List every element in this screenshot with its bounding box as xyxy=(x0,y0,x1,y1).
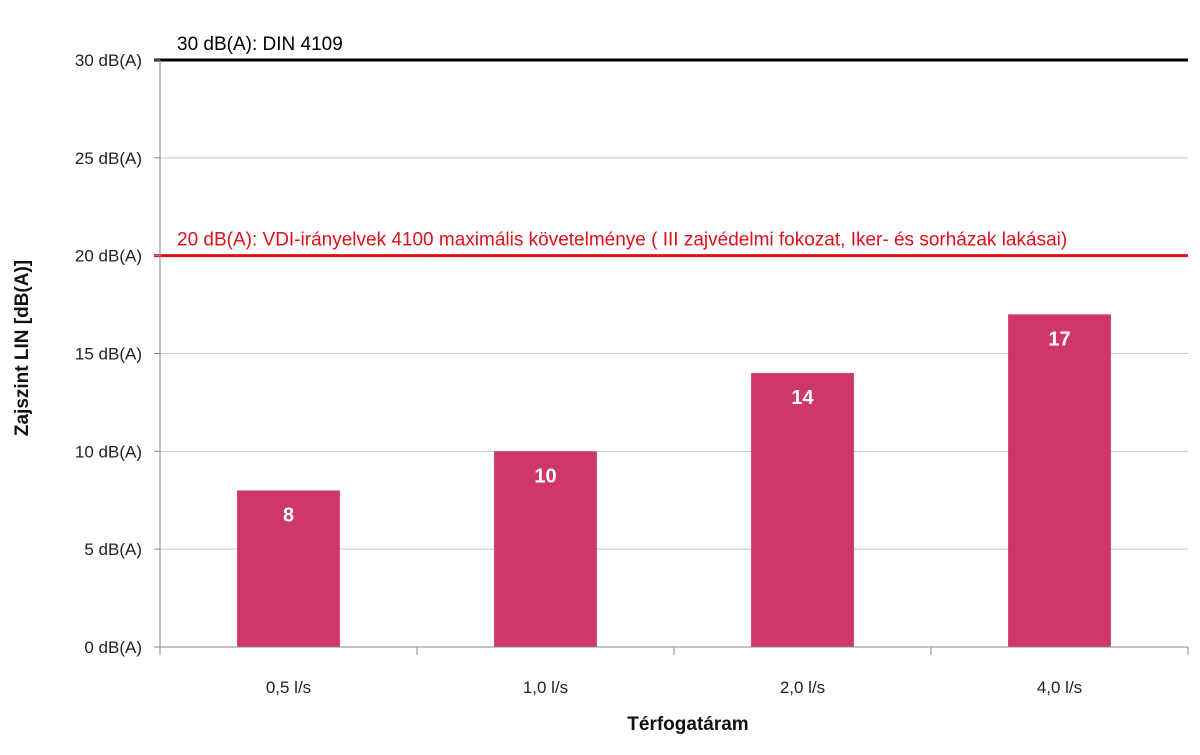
axes xyxy=(154,59,1189,655)
bar xyxy=(237,490,340,647)
bar-data-label: 17 xyxy=(1048,328,1070,350)
y-tick-labels: 0 dB(A) 5 dB(A) 10 dB(A) 15 dB(A) 20 dB(A) 25… xyxy=(75,51,142,657)
y-tick-label: 0 dB(A) xyxy=(84,638,142,657)
x-axis-title: Térfogatáram xyxy=(627,714,748,735)
x-tick-label: 2,0 l/s xyxy=(780,678,825,697)
y-tick-label: 15 dB(A) xyxy=(75,345,142,364)
y-tick-label: 25 dB(A) xyxy=(75,149,142,168)
y-tick-label: 20 dB(A) xyxy=(75,247,142,266)
bars: 8 10 14 17 xyxy=(237,314,1111,647)
bar xyxy=(751,373,854,647)
x-tick-labels: 0,5 l/s 1,0 l/s 2,0 l/s 4,0 l/s xyxy=(266,678,1082,697)
bar-data-label: 10 xyxy=(534,465,556,487)
bar xyxy=(494,451,597,647)
bar xyxy=(1008,314,1111,647)
y-tick-label: 5 dB(A) xyxy=(84,540,142,559)
bar-data-label: 8 xyxy=(283,504,294,526)
x-tick-label: 1,0 l/s xyxy=(523,678,568,697)
reference-line-label: 20 dB(A): VDI-irányelvek 4100 maximális … xyxy=(177,230,1067,251)
x-tick-label: 4,0 l/s xyxy=(1037,678,1082,697)
y-tick-label: 30 dB(A) xyxy=(75,51,142,70)
y-axis-title: Zajszint LIN [dB(A)] xyxy=(12,260,33,436)
bar-data-label: 14 xyxy=(791,387,814,409)
reference-lines: 30 dB(A): DIN 4109 20 dB(A): VDI-irányelv… xyxy=(154,34,1188,258)
reference-line-label: 30 dB(A): DIN 4109 xyxy=(177,34,343,55)
y-tick-label: 10 dB(A) xyxy=(75,442,142,461)
x-tick-label: 0,5 l/s xyxy=(266,678,311,697)
